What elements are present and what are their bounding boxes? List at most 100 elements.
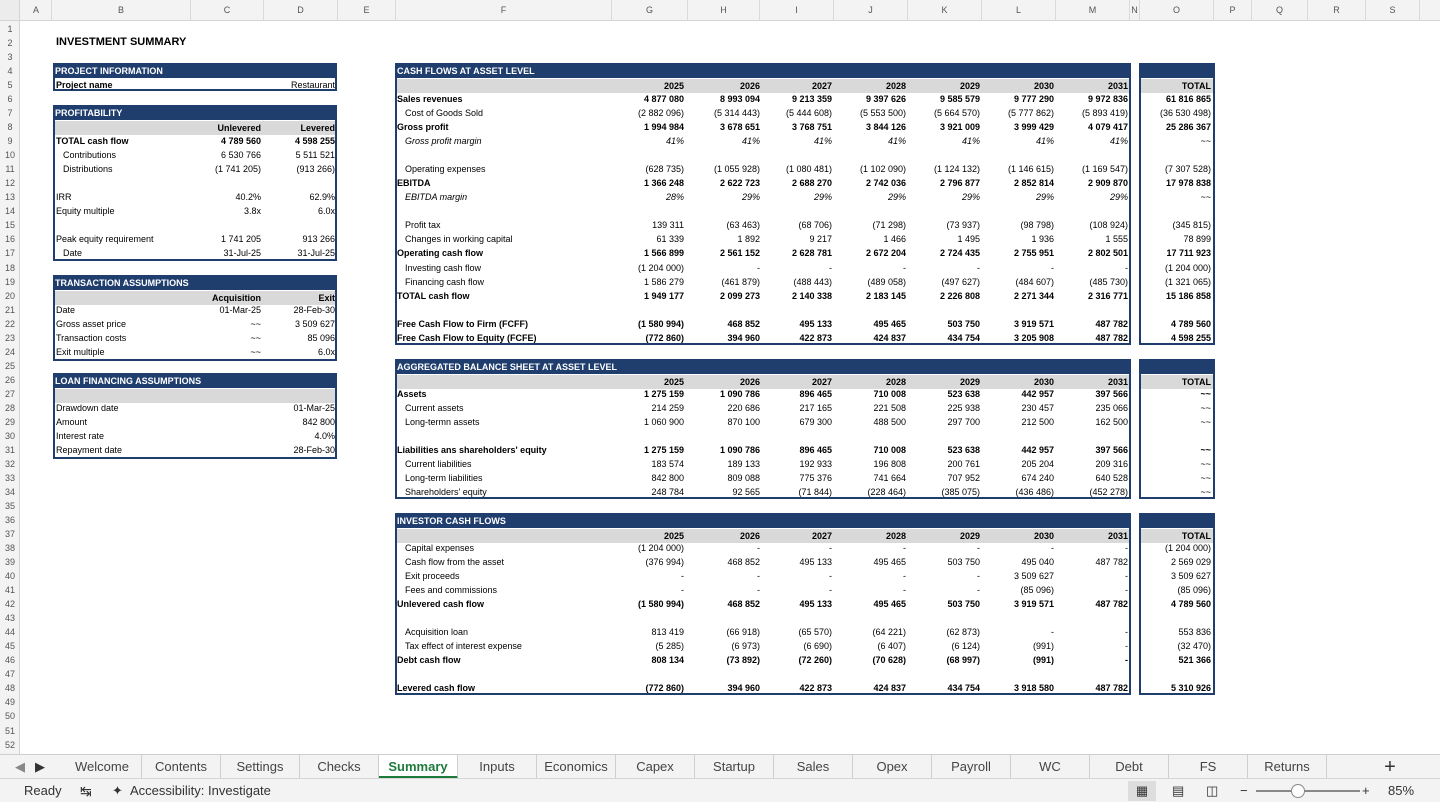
tab-returns[interactable]: Returns bbox=[1248, 755, 1327, 779]
row-header[interactable]: 39 bbox=[4, 557, 15, 568]
tab-settings[interactable]: Settings bbox=[221, 755, 300, 779]
column-header[interactable]: D bbox=[264, 0, 338, 21]
row-header[interactable]: 25 bbox=[4, 360, 15, 371]
row-header[interactable]: 34 bbox=[4, 486, 15, 497]
tab-inputs[interactable]: Inputs bbox=[458, 755, 537, 779]
normal-view-icon[interactable]: ▦ bbox=[1128, 781, 1156, 801]
row-header[interactable]: 36 bbox=[4, 515, 15, 526]
row-header[interactable]: 51 bbox=[4, 725, 15, 736]
column-header[interactable]: P bbox=[1214, 0, 1252, 21]
column-header[interactable]: I bbox=[760, 0, 834, 21]
row-header[interactable]: 41 bbox=[4, 585, 15, 596]
row-header[interactable]: 17 bbox=[4, 248, 15, 259]
column-header[interactable]: O bbox=[1140, 0, 1214, 21]
row-header[interactable]: 46 bbox=[4, 655, 15, 666]
row-header[interactable]: 23 bbox=[4, 332, 15, 343]
row-header[interactable]: 13 bbox=[4, 192, 15, 203]
row-header[interactable]: 7 bbox=[7, 108, 13, 119]
row-header[interactable]: 32 bbox=[4, 458, 15, 469]
tab-summary[interactable]: Summary bbox=[379, 755, 458, 779]
row-header[interactable]: 27 bbox=[4, 388, 15, 399]
column-header[interactable]: S bbox=[1366, 0, 1420, 21]
row-header[interactable]: 48 bbox=[4, 683, 15, 694]
column-header[interactable]: B bbox=[52, 0, 191, 21]
row-header[interactable]: 10 bbox=[4, 150, 15, 161]
row-header[interactable]: 33 bbox=[4, 472, 15, 483]
tab-startup[interactable]: Startup bbox=[695, 755, 774, 779]
row-header[interactable]: 20 bbox=[4, 290, 15, 301]
row-header[interactable]: 37 bbox=[4, 529, 15, 540]
zoom-slider[interactable] bbox=[1256, 790, 1360, 792]
row-header[interactable]: 22 bbox=[4, 318, 15, 329]
tab-sales[interactable]: Sales bbox=[774, 755, 853, 779]
tab-debt[interactable]: Debt bbox=[1090, 755, 1169, 779]
row-header[interactable]: 6 bbox=[7, 94, 13, 105]
tab-contents[interactable]: Contents bbox=[142, 755, 221, 779]
add-sheet-button[interactable]: + bbox=[1384, 756, 1396, 778]
row-header[interactable]: 43 bbox=[4, 613, 15, 624]
row-header[interactable]: 52 bbox=[4, 739, 15, 750]
select-all-corner[interactable] bbox=[0, 0, 20, 21]
column-header[interactable]: N bbox=[1130, 0, 1140, 21]
column-header[interactable]: E bbox=[338, 0, 396, 21]
row-header[interactable]: 2 bbox=[7, 38, 13, 49]
page-break-view-icon[interactable]: ◫ bbox=[1206, 783, 1219, 798]
column-header[interactable]: R bbox=[1308, 0, 1366, 21]
tab-opex[interactable]: Opex bbox=[853, 755, 932, 779]
row-header[interactable]: 26 bbox=[4, 374, 15, 385]
row-header[interactable]: 50 bbox=[4, 711, 15, 722]
tab-capex[interactable]: Capex bbox=[616, 755, 695, 779]
macro-record-icon[interactable]: ↹ bbox=[80, 783, 92, 799]
row-header[interactable]: 12 bbox=[4, 178, 15, 189]
tab-checks[interactable]: Checks bbox=[300, 755, 379, 779]
page-layout-view-icon[interactable]: ▤ bbox=[1172, 783, 1185, 798]
row-header[interactable]: 49 bbox=[4, 697, 15, 708]
column-header[interactable]: L bbox=[982, 0, 1056, 21]
row-header[interactable]: 35 bbox=[4, 501, 15, 512]
column-header[interactable]: H bbox=[688, 0, 760, 21]
row-header[interactable]: 29 bbox=[4, 416, 15, 427]
row-header[interactable]: 24 bbox=[4, 346, 15, 357]
tab-wc[interactable]: WC bbox=[1011, 755, 1090, 779]
prev-sheet-icon[interactable]: ◀ bbox=[15, 759, 25, 774]
column-header[interactable]: F bbox=[396, 0, 612, 21]
row-header[interactable]: 14 bbox=[4, 206, 15, 217]
accessibility-status[interactable]: Accessibility: Investigate bbox=[130, 783, 271, 798]
row-header[interactable]: 31 bbox=[4, 444, 15, 455]
row-header[interactable]: 21 bbox=[4, 304, 15, 315]
tab-payroll[interactable]: Payroll bbox=[932, 755, 1011, 779]
row-header[interactable]: 30 bbox=[4, 430, 15, 441]
row-header[interactable]: 45 bbox=[4, 641, 15, 652]
row-header[interactable]: 47 bbox=[4, 669, 15, 680]
row-header[interactable]: 5 bbox=[7, 80, 13, 91]
column-header[interactable]: K bbox=[908, 0, 982, 21]
tab-fs[interactable]: FS bbox=[1169, 755, 1248, 779]
accessibility-icon[interactable]: ✦ bbox=[112, 783, 123, 798]
row-header[interactable]: 9 bbox=[7, 136, 13, 147]
zoom-in-button[interactable]: + bbox=[1362, 783, 1370, 798]
row-header[interactable]: 38 bbox=[4, 543, 15, 554]
row-header[interactable]: 11 bbox=[5, 164, 15, 175]
next-sheet-icon[interactable]: ▶ bbox=[35, 759, 45, 774]
column-header[interactable]: C bbox=[191, 0, 264, 21]
tab-economics[interactable]: Economics bbox=[537, 755, 616, 779]
column-header[interactable]: M bbox=[1056, 0, 1130, 21]
row-header[interactable]: 18 bbox=[4, 262, 15, 273]
row-header[interactable]: 8 bbox=[7, 122, 13, 133]
row-header[interactable]: 16 bbox=[4, 234, 15, 245]
row-header[interactable]: 3 bbox=[7, 52, 13, 63]
zoom-level[interactable]: 85% bbox=[1388, 783, 1415, 798]
row-header[interactable]: 1 bbox=[7, 24, 13, 34]
row-header[interactable]: 40 bbox=[4, 571, 15, 582]
row-header[interactable]: 4 bbox=[7, 66, 13, 77]
row-header[interactable]: 28 bbox=[4, 402, 15, 413]
tab-welcome[interactable]: Welcome bbox=[63, 755, 142, 779]
column-header[interactable]: J bbox=[834, 0, 908, 21]
column-header[interactable]: Q bbox=[1252, 0, 1308, 21]
row-header[interactable]: 42 bbox=[4, 599, 15, 610]
zoom-out-button[interactable]: − bbox=[1240, 783, 1248, 798]
row-header[interactable]: 44 bbox=[4, 627, 15, 638]
row-header[interactable]: 19 bbox=[4, 276, 15, 287]
column-header[interactable]: A bbox=[21, 0, 52, 21]
row-header[interactable]: 15 bbox=[4, 220, 15, 231]
